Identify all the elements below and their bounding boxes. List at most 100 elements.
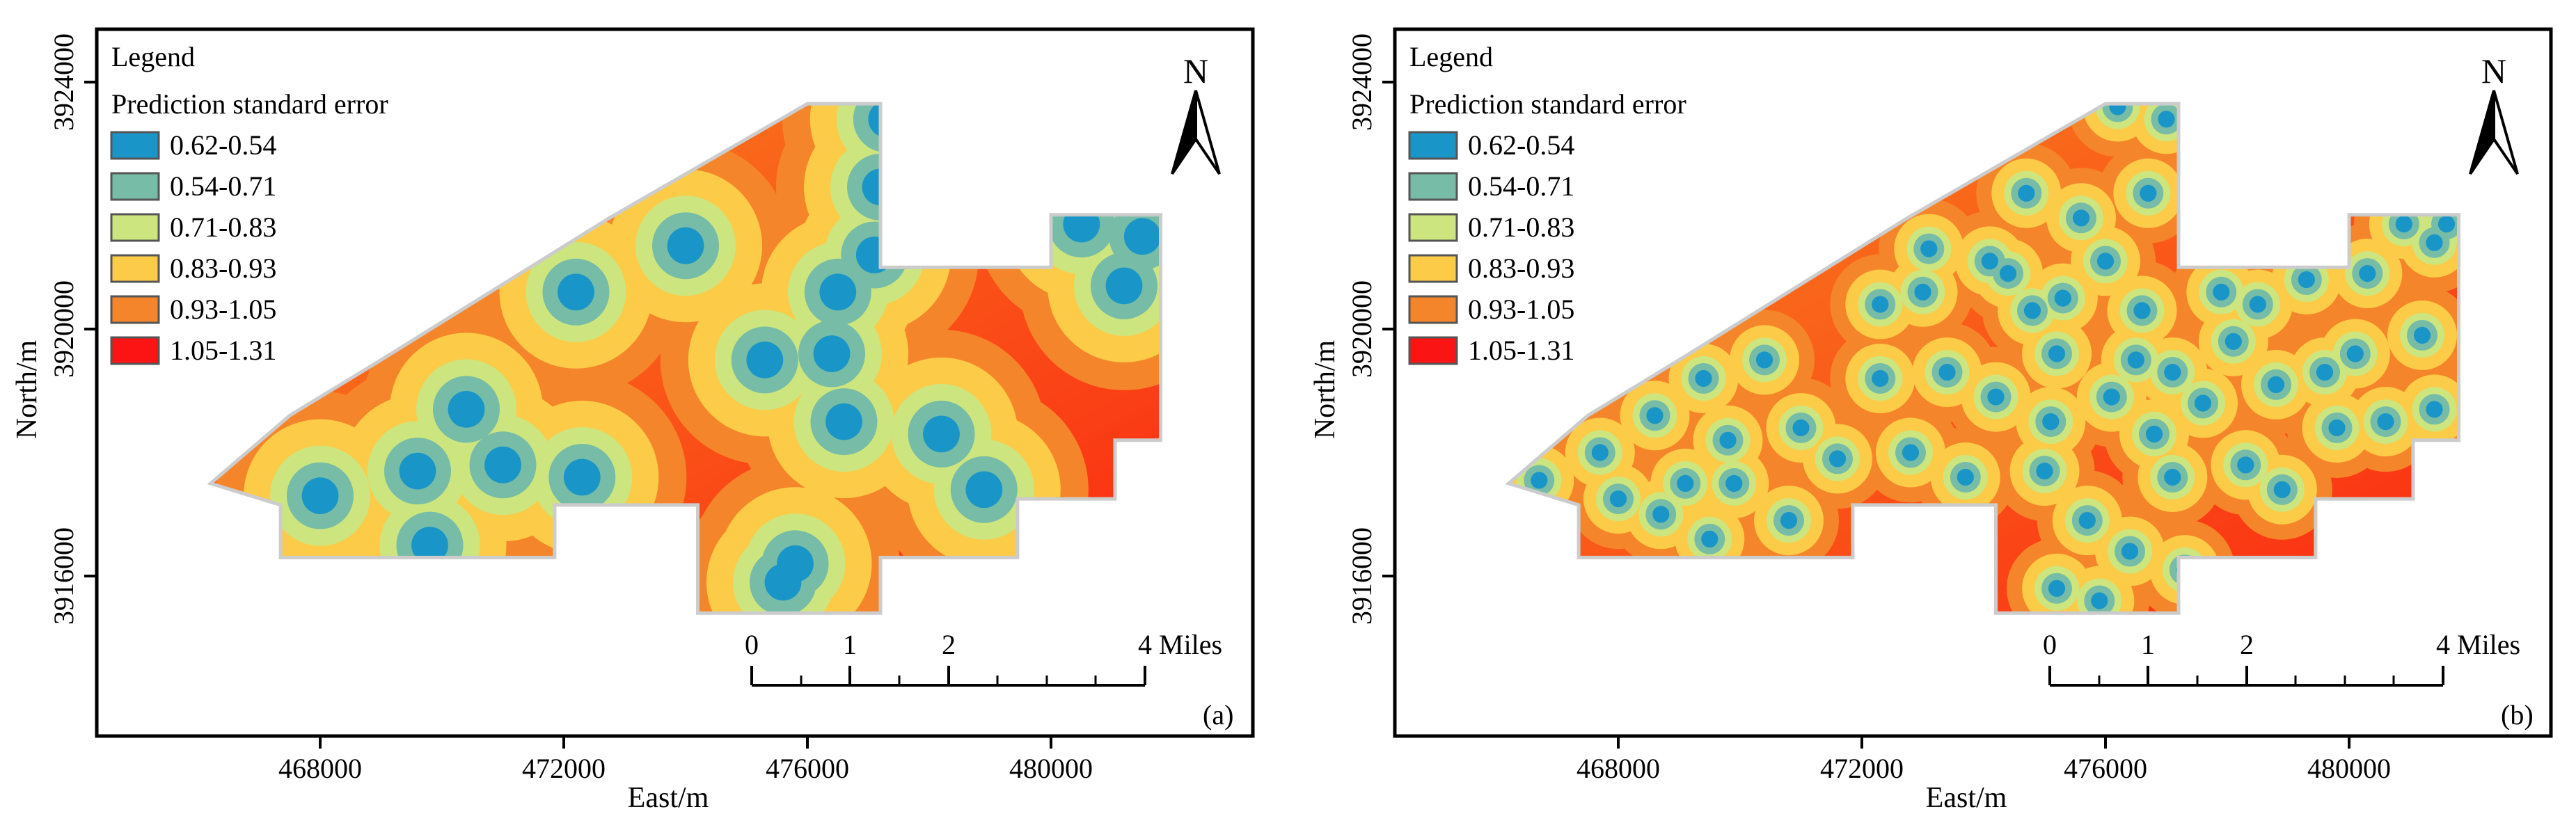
sample-point (1872, 296, 1889, 313)
x-axis: 468000 472000 476000 480000 East/m (278, 736, 1093, 814)
north-arrow-right (2492, 90, 2519, 175)
x-tick-label: 476000 (766, 753, 849, 784)
y-tick-label: 3920000 (48, 280, 79, 378)
sample-point (558, 273, 594, 311)
sample-point (2426, 401, 2443, 418)
legend-label: 0.93-1.05 (170, 294, 276, 325)
y-axis: 3924000 3920000 3916000 North/m (11, 33, 97, 625)
sample-point (1902, 444, 1920, 461)
sample-point (2225, 333, 2242, 350)
sample-point (965, 471, 1003, 509)
sample-point (484, 446, 521, 484)
sample-point (2158, 111, 2175, 128)
sample-point (1701, 530, 1718, 548)
scale-label-0: 0 (745, 629, 759, 660)
x-tick-label: 480000 (1009, 753, 1093, 784)
legend-label: 0.83-0.93 (1468, 253, 1574, 284)
north-label: N (1183, 51, 1208, 90)
sample-point (1792, 419, 1810, 437)
scale-label-1: 1 (843, 629, 857, 660)
legend-items: 0.62-0.54 0.54-0.71 0.71-0.83 0.83-0.93 0.93… (1408, 129, 1574, 366)
sample-point (813, 335, 851, 372)
legend-label: 0.54-0.71 (1468, 170, 1574, 202)
sample-point (1987, 388, 2005, 406)
sample-point (819, 273, 857, 311)
legend-swatch (1408, 131, 1458, 160)
sample-point (2096, 253, 2115, 270)
sample-point (1920, 240, 1938, 257)
x-tick-label: 472000 (522, 753, 606, 784)
legend-swatch (110, 131, 160, 160)
sample-point (825, 403, 862, 440)
sample-point (2213, 283, 2230, 301)
legend-swatch (110, 254, 160, 283)
sample-point (2328, 419, 2346, 437)
sample-point (2023, 302, 2041, 319)
north-arrow: N (2469, 51, 2519, 175)
scale-label-0: 0 (2043, 629, 2057, 660)
scale-label-3: 4 Miles (1138, 629, 1222, 660)
panel-label: (a) (1203, 699, 1233, 730)
x-tick-label: 480000 (2307, 753, 2391, 784)
sample-point (399, 452, 436, 490)
legend-label: 0.93-1.05 (1468, 294, 1574, 325)
sample-point (1531, 472, 1548, 489)
legend-swatch (1408, 295, 1458, 324)
sample-point (1677, 474, 1694, 493)
sample-point (2346, 345, 2364, 362)
sample-point (2048, 345, 2066, 362)
legend: Legend Prediction standard error 0.62-0.… (110, 41, 388, 366)
sample-point (2164, 468, 2181, 486)
legend-label: 0.62-0.54 (1468, 129, 1574, 161)
sample-point (746, 342, 784, 378)
legend-label: 0.54-0.71 (170, 170, 276, 202)
panel-label: (b) (2501, 699, 2534, 730)
sample-point (411, 527, 448, 564)
legend-title: Legend (1409, 41, 1493, 72)
sample-point (2127, 351, 2144, 369)
y-tick-label: 3916000 (1346, 527, 1377, 625)
sample-point (1981, 253, 1998, 270)
study-area-outline (1505, 102, 2460, 615)
legend-swatch (1408, 172, 1458, 201)
panel-b: Legend Prediction standard error 0.62-0.… (1309, 27, 2553, 814)
y-axis: 3924000 3920000 3916000 North/m (1309, 33, 1395, 625)
sample-point (777, 545, 814, 582)
x-tick-label: 472000 (1820, 753, 1904, 784)
x-axis: 468000 472000 476000 480000 East/m (1577, 736, 2391, 814)
sample-point (2078, 512, 2096, 529)
sample-point (2359, 265, 2376, 282)
legend-swatch (110, 172, 160, 201)
y-tick-label: 3920000 (1346, 280, 1377, 378)
scale-label-2: 2 (942, 629, 956, 660)
legend-label: 0.71-0.83 (1468, 211, 1574, 243)
legend-swatch (110, 336, 160, 365)
north-arrow: N (1171, 51, 1221, 175)
sample-point (1105, 267, 1143, 305)
sample-point (1719, 431, 1737, 449)
x-axis-title: East/m (628, 782, 709, 814)
sample-point (563, 458, 601, 496)
sample-point (2395, 216, 2412, 233)
x-tick-label: 468000 (1577, 753, 1660, 784)
sample-point (2237, 456, 2254, 474)
y-axis-title: North/m (11, 340, 43, 440)
sample-point (2298, 271, 2315, 289)
sample-point (1914, 283, 1931, 301)
legend-label: 0.62-0.54 (170, 129, 276, 161)
scale-label-1: 1 (2141, 629, 2155, 660)
scale-label-2: 2 (2240, 629, 2254, 660)
sample-point (1646, 407, 1664, 424)
sample-point (1695, 369, 1712, 387)
north-arrow-right (1194, 90, 1221, 175)
y-axis-title: North/m (1309, 340, 1341, 440)
y-tick-label: 3924000 (48, 33, 79, 131)
sample-point (2121, 543, 2139, 560)
legend-swatch (1408, 254, 1458, 283)
sample-point (1872, 369, 1889, 387)
sample-point (2091, 592, 2108, 609)
sample-point (1123, 218, 1161, 255)
y-tick-label: 3924000 (1346, 33, 1377, 131)
sample-point (2437, 216, 2456, 233)
legend-swatch (110, 295, 160, 324)
